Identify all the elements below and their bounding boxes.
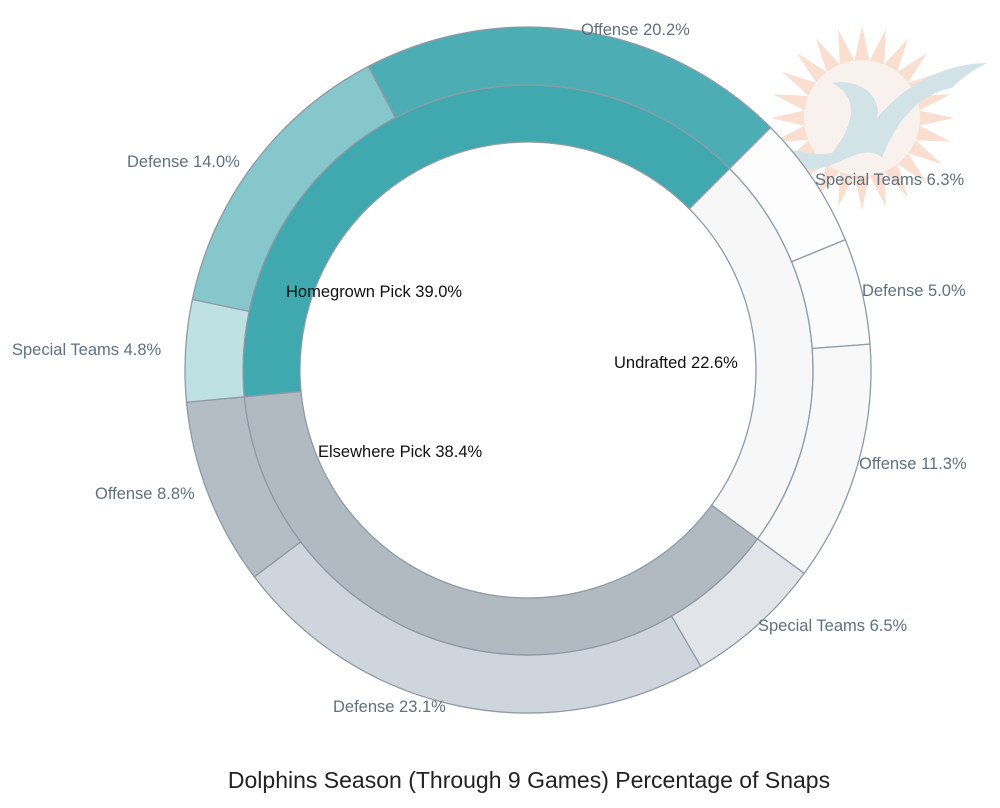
outer-slice-label: Defense 14.0%	[127, 153, 240, 171]
outer-slice-label: Offense 11.3%	[859, 455, 967, 473]
inner-slice-label: Elsewhere Pick 38.4%	[318, 443, 482, 461]
outer-slice-homegrown-pick-offense[interactable]	[367, 26, 772, 170]
inner-slice-label: Undrafted 22.6%	[614, 354, 738, 372]
outer-slice-homegrown-pick-special-teams[interactable]	[184, 298, 250, 403]
outer-slice-label: Defense 23.1%	[333, 698, 446, 716]
outer-slice-label: Special Teams 6.5%	[758, 617, 908, 635]
outer-slice-label: Special Teams 4.8%	[12, 341, 162, 359]
inner-slice-label: Homegrown Pick 39.0%	[286, 283, 462, 301]
outer-slice-label: Defense 5.0%	[862, 282, 966, 300]
dolphins-logo-watermark	[727, 26, 987, 210]
outer-slice-label: Offense 8.8%	[95, 485, 195, 503]
outer-slice-label: Offense 20.2%	[581, 21, 690, 39]
chart-title: Dolphins Season (Through 9 Games) Percen…	[228, 767, 830, 793]
outer-slice-label: Special Teams 6.3%	[815, 171, 965, 189]
